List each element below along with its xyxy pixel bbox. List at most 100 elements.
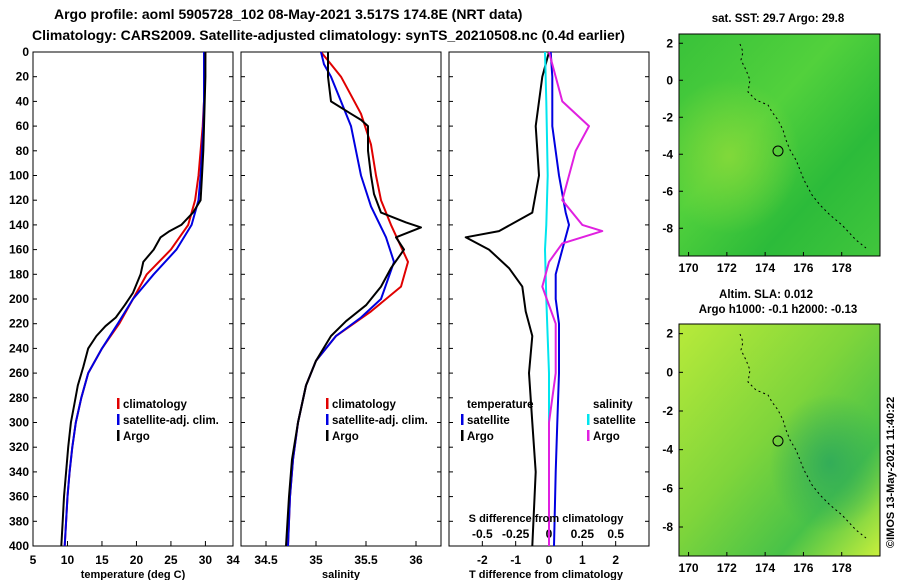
map-lat-label: -8 — [662, 221, 673, 235]
y-tick-label: 260 — [9, 366, 29, 380]
y-tick-label: 280 — [9, 391, 29, 405]
x-tick-label: -2 — [477, 553, 488, 567]
s-difference-label: S difference from climatology — [469, 513, 625, 525]
map-lat-label: -6 — [662, 184, 673, 198]
legend-swatch-t-satellite — [461, 414, 464, 425]
legend-label-t-satellite: satellite — [467, 415, 510, 427]
sla-map-islands — [739, 333, 867, 539]
series-line-satellite-adj-clim- — [287, 51, 395, 547]
series-line-climatology — [63, 51, 207, 547]
y-tick-label: 340 — [9, 465, 29, 479]
legend-swatch-satellite — [326, 414, 329, 425]
sst-map-argo-position-marker — [772, 145, 784, 157]
legend-label-climatology: climatology — [332, 399, 397, 411]
map-lon-label: 172 — [717, 261, 737, 275]
legend-label-s-satellite: satellite — [593, 415, 636, 427]
map-lat-label: 0 — [666, 365, 673, 379]
map-lat-label: -8 — [662, 520, 673, 534]
x-tick-label: 15 — [95, 553, 109, 567]
y-tick-label: 40 — [16, 94, 30, 108]
s-diff-tick-label: 0.25 — [571, 527, 595, 541]
legend-label-t-argo: Argo — [467, 431, 494, 443]
x-tick-label: 5 — [30, 553, 37, 567]
y-tick-label: 160 — [9, 243, 29, 257]
y-tick-label: 360 — [9, 490, 29, 504]
legend-label-s-argo: Argo — [593, 431, 620, 443]
y-tick-label: 200 — [9, 292, 29, 306]
y-tick-label: 400 — [9, 539, 29, 553]
x-tick-label: 0 — [546, 553, 553, 567]
y-tick-label: 300 — [9, 416, 29, 430]
map-lon-label: 170 — [679, 261, 699, 275]
x-tick-label: 20 — [130, 553, 144, 567]
sst-map: sat. SST: 29.7 Argo: 29.8 2 0 -2 -4 -6 -8 170… — [662, 13, 881, 275]
y-tick-label: 80 — [16, 144, 30, 158]
y-tick-label: 320 — [9, 440, 29, 454]
x-tick-label: 10 — [61, 553, 75, 567]
sst-map-islands — [739, 43, 867, 249]
x-tick-label: 36 — [409, 553, 423, 567]
salinity-legend: climatology satellite-adj. clim. Argo — [326, 398, 428, 443]
x-tick-label: 1 — [579, 553, 586, 567]
difference-axes: -2 -1 0 1 2-0.5 -0.25 0 0.25 0.5 — [448, 51, 650, 567]
legend-label-argo: Argo — [332, 431, 359, 443]
legend-swatch-argo — [117, 430, 120, 441]
legend-swatch-climatology — [117, 398, 120, 409]
map-lat-label: -4 — [662, 147, 673, 161]
series-line-salinity-satellite — [544, 51, 550, 546]
legend-title-temperature: temperature — [467, 399, 533, 411]
x-tick-label: -1 — [510, 553, 521, 567]
map-lon-label: 174 — [755, 561, 775, 575]
legend-label-satellite: satellite-adj. clim. — [123, 415, 219, 427]
s-diff-tick-label: -0.5 — [472, 527, 493, 541]
map-lon-label: 172 — [717, 561, 737, 575]
figure-title-line2: Climatology: CARS2009. Satellite-adjuste… — [32, 27, 625, 43]
map-lat-label: -2 — [662, 404, 673, 418]
series-line-climatology — [287, 51, 409, 547]
legend-swatch-climatology — [326, 398, 329, 409]
y-tick-label: 60 — [16, 119, 30, 133]
x-tick-label: 25 — [164, 553, 178, 567]
difference-xlabel: T difference from climatology — [469, 569, 624, 580]
map-lon-label: 174 — [755, 261, 775, 275]
map-lat-label: 2 — [666, 327, 673, 341]
sla-map-argo-position-marker — [772, 435, 784, 447]
y-tick-label: 180 — [9, 267, 29, 281]
salinity-axes: 34.5 35 35.5 36 — [240, 51, 442, 567]
series-line-salinity-argo — [541, 51, 604, 546]
temperature-xlabel: temperature (deg C) — [81, 569, 186, 580]
y-tick-label: 120 — [9, 193, 29, 207]
x-tick-label: 2 — [612, 553, 619, 567]
x-tick-label: 30 — [199, 553, 213, 567]
legend-label-argo: Argo — [123, 431, 150, 443]
legend-title-salinity: salinity — [593, 399, 633, 411]
temperature-legend: climatology satellite-adj. clim. Argo — [117, 398, 219, 443]
x-tick-label: 35.5 — [354, 553, 378, 567]
x-tick-label: 34 — [226, 553, 240, 567]
difference-legend: temperature satellite Argo salinity sate… — [461, 399, 636, 443]
series-line-argo — [60, 52, 207, 547]
s-diff-tick-label: -0.25 — [502, 527, 530, 541]
temperature-axes: 0 20 40 60 80 100 120 140 160 180 200 220 240 260 280 3… — [9, 45, 240, 567]
series-line-argo — [285, 52, 422, 547]
y-tick-label: 20 — [16, 70, 30, 84]
x-tick-label: 35 — [309, 553, 323, 567]
map-lon-label: 178 — [832, 261, 852, 275]
map-lon-label: 170 — [679, 561, 699, 575]
y-tick-label: 380 — [9, 514, 29, 528]
sla-map-low-patch — [679, 324, 880, 556]
sla-map: Altim. SLA: 0.012 Argo h1000: -0.1 h2000… — [662, 289, 881, 575]
y-tick-label: 140 — [9, 218, 29, 232]
y-tick-label: 240 — [9, 341, 29, 355]
map-lon-label: 178 — [832, 561, 852, 575]
y-tick-label: 100 — [9, 169, 29, 183]
sla-map-title-line2: Argo h1000: -0.1 h2000: -0.13 — [699, 304, 858, 316]
map-lat-label: 0 — [666, 73, 673, 87]
legend-swatch-s-argo — [587, 430, 590, 441]
series-line-temperature-satellite — [549, 51, 570, 547]
sst-map-title: sat. SST: 29.7 Argo: 29.8 — [712, 13, 845, 25]
sst-map-warm-patch — [679, 34, 880, 256]
legend-swatch-satellite — [117, 414, 120, 425]
credit-timestamp: ©IMOS 13-May-2021 11:40:22 — [885, 397, 897, 548]
